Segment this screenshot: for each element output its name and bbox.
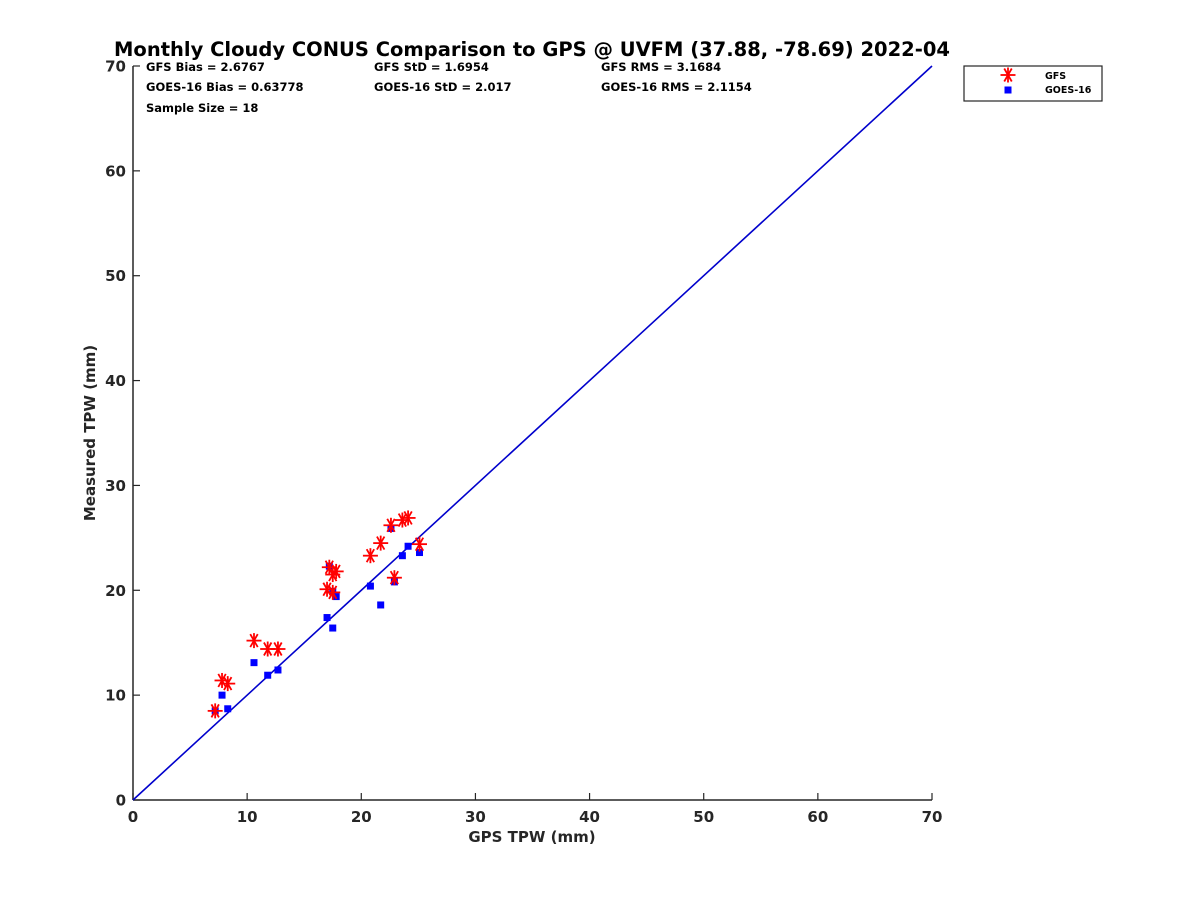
y-tick-label: 20	[105, 582, 126, 600]
goes-16-point	[274, 666, 282, 674]
goes-16-point	[329, 624, 337, 632]
y-tick-label: 50	[105, 267, 126, 285]
x-tick-label: 60	[807, 808, 828, 826]
stat-goes-std: GOES-16 StD = 2.017	[374, 80, 511, 94]
legend-gfs-asterisk	[1000, 67, 1016, 83]
x-tick-label: 70	[922, 808, 943, 826]
y-tick-label: 10	[105, 687, 126, 705]
goes-16-point	[404, 542, 412, 550]
stat-gfs-bias: GFS Bias = 2.6767	[146, 60, 265, 74]
x-tick-label: 0	[128, 808, 138, 826]
gfs-point	[325, 584, 341, 600]
legend-goes-label: GOES-16	[1045, 85, 1092, 96]
x-tick-label: 10	[237, 808, 258, 826]
legend: GFS GOES-16	[963, 65, 1103, 102]
y-tick-label: 0	[116, 792, 126, 810]
legend-box	[963, 65, 1103, 102]
series-gfs	[207, 510, 427, 719]
y-tick-label: 40	[105, 372, 126, 390]
x-tick-label: 40	[579, 808, 600, 826]
gfs-point	[383, 517, 399, 533]
y-tick-label: 70	[105, 58, 126, 76]
legend-gfs-label: GFS	[1045, 71, 1066, 82]
legend-gfs-marker	[1000, 67, 1016, 83]
stat-gfs-std: GFS StD = 1.6954	[374, 60, 489, 74]
goes-16-point	[224, 705, 232, 713]
chart-title: Monthly Cloudy CONUS Comparison to GPS @…	[114, 38, 950, 61]
gfs-point	[373, 535, 389, 551]
goes-16-point	[323, 614, 331, 622]
gfs-point	[328, 563, 344, 579]
goes-16-point	[377, 601, 385, 609]
x-axis-ticks: 0 10 20 30 40 50 60 70	[128, 793, 943, 826]
plot-area: 0 10 20 30 40 50 60 70 0 10 20 30 40 50 60 70	[105, 58, 942, 827]
gfs-point	[207, 703, 223, 719]
x-tick-label: 50	[693, 808, 714, 826]
gfs-point	[411, 536, 427, 552]
x-tick-label: 20	[351, 808, 372, 826]
gfs-point	[400, 510, 416, 526]
stat-gfs-rms: GFS RMS = 3.1684	[601, 60, 721, 74]
x-tick-label: 30	[465, 808, 486, 826]
goes-16-point	[250, 659, 258, 667]
gfs-point	[270, 641, 286, 657]
stat-goes-bias: GOES-16 Bias = 0.63778	[146, 80, 303, 94]
legend-goes-marker	[1004, 86, 1012, 94]
y-tick-label: 30	[105, 477, 126, 495]
stat-sample-size: Sample Size = 18	[146, 101, 258, 115]
x-axis-label: GPS TPW (mm)	[468, 828, 595, 846]
gfs-point	[362, 548, 378, 564]
gfs-point	[246, 633, 262, 649]
gfs-point	[386, 570, 402, 586]
y-axis-ticks: 0 10 20 30 40 50 60 70	[105, 58, 140, 810]
goes-16-point	[366, 582, 374, 590]
goes-16-point	[218, 691, 226, 699]
gfs-point	[220, 676, 236, 692]
goes-16-point	[398, 552, 406, 560]
stats-block: GFS Bias = 2.6767 GFS StD = 1.6954 GFS R…	[146, 60, 752, 115]
legend-goes-square	[1004, 86, 1012, 94]
y-tick-label: 60	[105, 162, 126, 180]
y-axis-label: Measured TPW (mm)	[81, 345, 99, 521]
stat-goes-rms: GOES-16 RMS = 2.1154	[601, 80, 752, 94]
goes-16-point	[264, 671, 272, 679]
goes-16-point	[415, 549, 423, 557]
